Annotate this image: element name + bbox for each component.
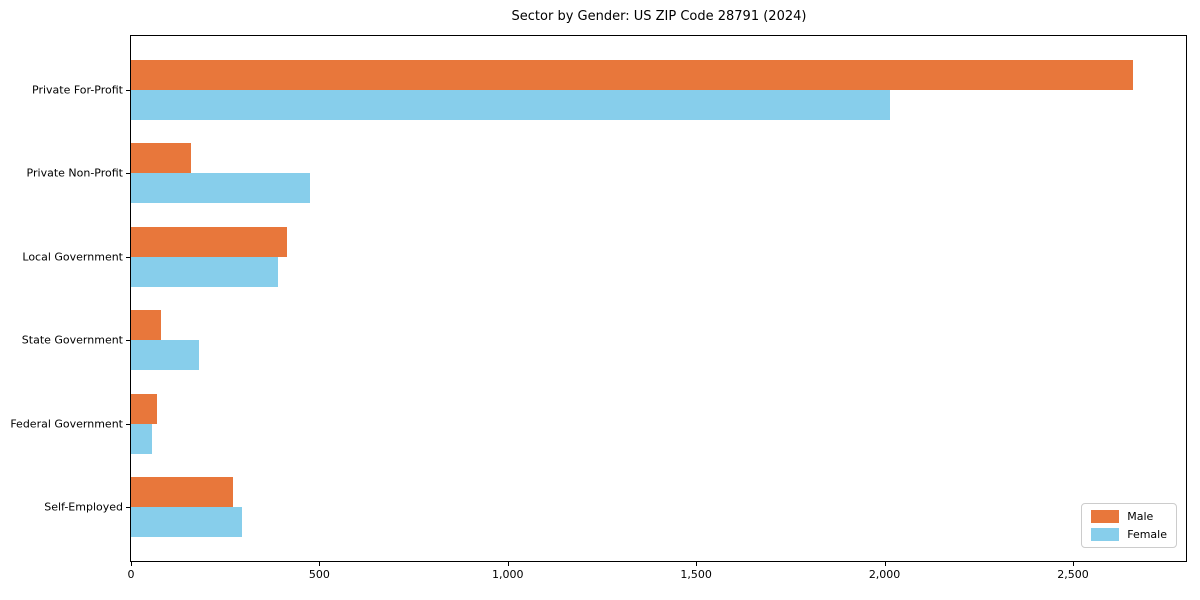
category-row: State Government — [22, 299, 1186, 383]
y-tick-mark — [126, 423, 131, 425]
legend-item-female: Female — [1091, 528, 1167, 541]
y-tick-label: Federal Government — [10, 417, 123, 431]
plot-area: Private For-Profit Private Non-Profit Loca… — [10, 35, 1187, 581]
chart-title: Sector by Gender: US ZIP Code 28791 (202… — [511, 9, 807, 24]
category-row: Private For-Profit — [32, 48, 1186, 132]
category-row: Private Non-Profit — [27, 132, 1186, 216]
category-row: Self-Employed — [44, 466, 1186, 550]
x-tick-mark — [319, 561, 321, 566]
x-tick-label: 2,500 — [1057, 568, 1089, 581]
x-tick-mark — [884, 561, 886, 566]
y-tick-label: Local Government — [22, 250, 123, 264]
y-tick-label: Self-Employed — [44, 500, 123, 514]
male-bar — [131, 143, 192, 174]
male-bar — [131, 59, 1134, 90]
female-bar — [131, 423, 152, 454]
x-tick-label: 2,000 — [868, 568, 901, 581]
female-bar — [131, 89, 891, 120]
male-bar — [131, 393, 158, 424]
x-tick-label: 0 — [127, 568, 135, 581]
category-row: Federal Government — [10, 382, 1186, 466]
plot-rows: Private For-Profit Private Non-Profit Loca… — [10, 36, 1186, 561]
y-tick-mark — [126, 507, 131, 509]
category-row: Local Government — [22, 215, 1186, 299]
legend-swatch-female — [1091, 528, 1120, 541]
female-bar — [131, 256, 278, 287]
y-tick-mark — [126, 89, 131, 91]
y-tick-label: Private Non-Profit — [26, 166, 123, 180]
y-tick-label: State Government — [21, 333, 123, 347]
x-tick-mark — [131, 561, 132, 566]
x-tick-mark — [507, 561, 509, 566]
legend-item-male: Male — [1091, 510, 1167, 523]
female-bar — [131, 507, 243, 538]
y-tick-mark — [126, 340, 131, 342]
x-tick-label: 500 — [308, 568, 330, 581]
male-bar — [131, 310, 162, 341]
x-tick-label: 1,000 — [492, 568, 524, 581]
legend-label: Male — [1127, 510, 1154, 523]
male-bar — [131, 226, 288, 257]
male-bar — [131, 477, 233, 508]
female-bar — [131, 173, 310, 204]
female-bar — [131, 340, 199, 371]
x-tick-label: 1,500 — [680, 568, 712, 581]
y-tick-label: Private For-Profit — [32, 83, 123, 97]
legend: Male Female — [1081, 503, 1177, 548]
legend-label: Female — [1127, 528, 1167, 541]
y-tick-mark — [126, 173, 131, 175]
y-tick-mark — [126, 256, 131, 258]
x-tick-mark — [696, 561, 698, 566]
x-tick-mark — [1072, 561, 1074, 566]
legend-swatch-male — [1091, 510, 1120, 523]
